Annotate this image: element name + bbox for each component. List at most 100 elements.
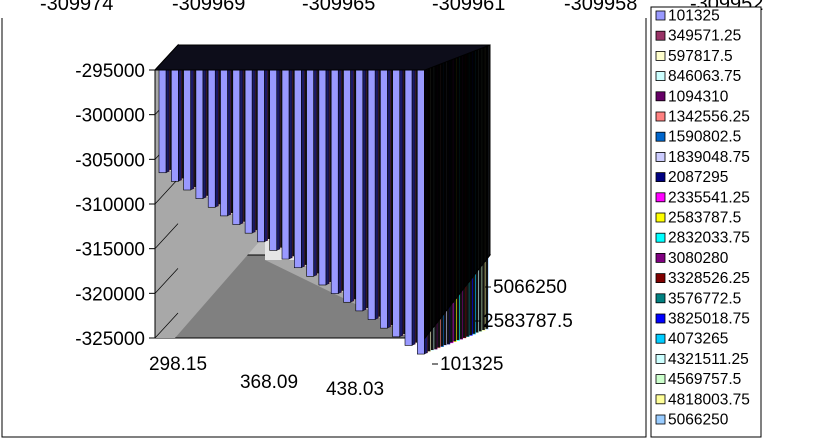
legend-swatch: [655, 374, 666, 385]
depth-tick-label: 2583787.5: [483, 311, 573, 332]
legend-swatch: [655, 273, 666, 284]
bar-front-side: [387, 68, 391, 329]
y-gridline-wall: [154, 268, 179, 294]
bar-front-side: [239, 68, 244, 225]
legend-entry-label: 5066250: [668, 412, 729, 429]
legend-swatch: [655, 111, 666, 122]
bar-front: [281, 69, 290, 260]
legend-swatch: [655, 10, 666, 21]
bar-front-side: [178, 68, 182, 182]
legend-swatch: [655, 333, 666, 344]
legend-entry-label: 597817.5: [668, 48, 733, 65]
bar-front-side: [288, 68, 293, 260]
bar-front: [293, 69, 302, 269]
x-tick-label: 368.09: [240, 372, 298, 393]
legend-swatch: [655, 353, 666, 364]
bar-front: [183, 69, 191, 191]
legend-entry-label: 2087295: [668, 169, 728, 186]
bar-front: [207, 69, 216, 208]
bar-front: [318, 69, 327, 286]
legend-entry-label: 4569757.5: [668, 371, 741, 388]
bar-front-side: [325, 68, 330, 286]
bar-front-side: [214, 68, 219, 208]
legend-entry-label: 349571.25: [668, 28, 741, 45]
bar-front: [404, 69, 413, 346]
bar-front: [195, 69, 204, 199]
legend-swatch: [655, 232, 666, 243]
bar-front-side: [301, 68, 305, 269]
legend-swatch: [655, 172, 666, 183]
bar-front: [244, 69, 253, 234]
legend-entry-label: 4818003.75: [668, 391, 750, 408]
legend-swatch: [655, 30, 666, 41]
bar-front: [158, 69, 167, 174]
legend-swatch: [655, 71, 666, 81]
legend-entry-label: 1094310: [668, 88, 729, 105]
legend-swatch: [655, 91, 666, 102]
y-gridline-wall: [154, 223, 179, 249]
depth-tick-label: 101325: [440, 354, 503, 375]
legend-entry-label: 3328526.25: [668, 270, 750, 287]
legend-swatch: [655, 313, 666, 324]
bar-front: [330, 69, 339, 294]
x-tick-label: 438.03: [326, 379, 384, 400]
top-tick-label: -309969: [172, 0, 245, 15]
legend-swatch: [655, 192, 666, 203]
bar-front: [416, 69, 425, 355]
legend-entry-label: 2583787.5: [668, 210, 741, 227]
bar-front: [380, 69, 388, 329]
plot-area-border: [1, 18, 647, 438]
bar-front-side: [374, 68, 379, 320]
x-tick-label: 298.15: [149, 354, 207, 375]
legend-entry-label: 4073265: [668, 331, 728, 348]
legend-swatch: [655, 212, 666, 223]
bar-front-side: [165, 68, 170, 174]
bar-front-side: [202, 68, 207, 199]
legend-swatch: [655, 394, 666, 405]
legend-entry-label: 2832033.75: [668, 230, 750, 247]
legend-entry-label: 4321511.25: [668, 351, 749, 368]
y-tick-label: -300000: [75, 106, 145, 127]
y-tick-label: -315000: [75, 240, 145, 261]
bar-front-side: [313, 68, 317, 277]
legend-swatch: [655, 414, 666, 425]
legend-entry-label: 3825018.75: [668, 311, 750, 328]
bar-front-side: [251, 68, 256, 234]
legend-entry-label: 1590802.5: [668, 129, 741, 146]
y-gridline-wall: [154, 178, 179, 205]
y-tick-label: -325000: [75, 329, 145, 350]
legend-box: [650, 6, 762, 438]
bar-front: [257, 69, 265, 243]
bar-front: [220, 69, 228, 217]
top-tick-label: -309961: [432, 0, 505, 15]
legend-entry-label: 3576772.5: [668, 290, 741, 307]
bar-front-side: [411, 68, 416, 346]
bar-front: [355, 69, 364, 312]
depth-axis-line: [424, 254, 491, 339]
y-tick-label: -310000: [75, 195, 145, 216]
bar-front: [392, 69, 401, 338]
y-tick-label: -295000: [75, 61, 145, 82]
bar-front: [367, 69, 376, 320]
bar-front-side: [190, 68, 194, 191]
bar-front: [171, 69, 179, 182]
bar-front-side: [338, 68, 342, 294]
legend-entry-label: 2335541.25: [668, 189, 750, 206]
bar-front-side: [227, 68, 231, 217]
legend-entry-label: 3080280: [668, 250, 729, 267]
legend-swatch: [655, 51, 666, 61]
legend-swatch: [655, 151, 666, 162]
bar-front: [306, 69, 314, 277]
legend-swatch: [655, 293, 666, 304]
legend-entry-label: 1839048.75: [668, 149, 750, 166]
bar-front-side: [362, 68, 366, 312]
legend-entry-label: 101325: [668, 8, 720, 25]
top-tick-label: -309974: [40, 0, 113, 15]
bar-front-side: [399, 68, 403, 338]
top-tick-label: -309958: [564, 0, 637, 15]
legend-swatch: [655, 131, 666, 142]
legend-entry-label: 1342556.25: [668, 109, 750, 126]
y-gridline-wall: [154, 312, 179, 339]
